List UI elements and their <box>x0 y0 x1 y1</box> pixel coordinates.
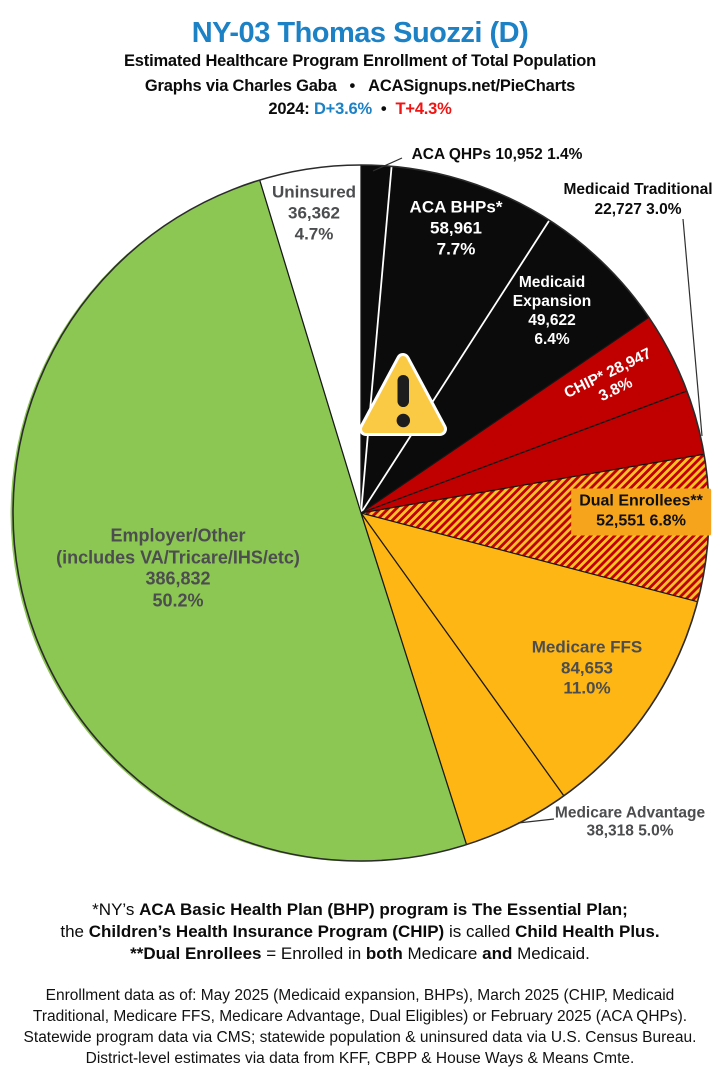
bullet-separator: • <box>349 77 356 95</box>
pie-slice-chip <box>361 317 687 513</box>
slice-divider <box>360 390 688 514</box>
dem-margin: D+3.6% <box>313 100 372 118</box>
pie-slice-boundaries <box>259 165 705 845</box>
slice-divider <box>360 453 705 514</box>
chart-subtitle: Estimated Healthcare Program Enrollment … <box>124 52 596 70</box>
footnote-programs: *NY’s ACA Basic Health Plan (BHP) progra… <box>0 899 720 965</box>
leader-line-medicaid-traditional <box>682 218 703 437</box>
footnote-line: Traditional, Medicare FFS, Medicare Adva… <box>32 1008 688 1025</box>
slice-divider <box>259 179 362 514</box>
footnote-line: the Children’s Health Insurance Program … <box>60 922 660 941</box>
footnote-line: *NY’s ACA Basic Health Plan (BHP) progra… <box>92 900 628 919</box>
credit-line: Graphs via Charles Gaba • ACASignups.net/P… <box>0 77 720 96</box>
pie-slice-uninsured <box>259 165 361 513</box>
pie-slice-medicaid-traditional <box>361 391 704 513</box>
footnote-line: Statewide program data via CMS; statewid… <box>23 1029 697 1046</box>
pie-slice-medicare-ffs <box>361 513 698 796</box>
credit-site: ACASignups.net/PieCharts <box>368 77 576 95</box>
slice-divider <box>360 512 698 603</box>
slice-divider <box>360 219 551 514</box>
slice-divider <box>360 166 393 514</box>
rep-margin: T+4.3% <box>395 100 452 118</box>
leader-line-medicare-advantage <box>517 818 555 824</box>
footnote-line: **Dual Enrollees = Enrolled in both Medi… <box>130 944 590 963</box>
footnote-sources: Enrollment data as of: May 2025 (Medicai… <box>0 985 720 1069</box>
pie-slice-medicaid-expansion <box>361 220 649 513</box>
page-title: NY-03 Thomas Suozzi (D) <box>191 17 529 49</box>
credit-prefix: Graphs via Charles Gaba <box>144 77 337 95</box>
warning-icon <box>359 353 447 436</box>
bullet-separator: • <box>380 100 387 118</box>
footnote-line: Enrollment data as of: May 2025 (Medicai… <box>45 987 675 1004</box>
slice-divider <box>360 316 650 514</box>
footnote-line: District-level estimates via data from K… <box>85 1050 635 1067</box>
slice-divider <box>360 512 565 797</box>
pie-slice-medicare-advantage <box>361 513 564 845</box>
partisan-lean-line: 2024: D+3.6% • T+4.3% <box>0 100 720 119</box>
slice-divider <box>360 512 468 845</box>
year-label: 2024: <box>268 100 310 118</box>
pie-slice-employer-other <box>10 180 467 862</box>
leader-line-aca-qhps <box>372 157 403 172</box>
pie-slices <box>10 164 709 862</box>
